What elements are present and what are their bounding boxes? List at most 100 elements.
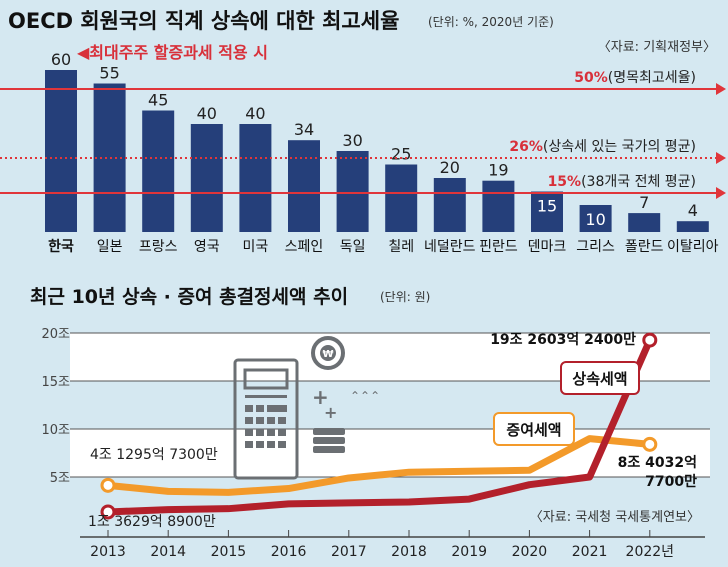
- series-endpoint: [642, 332, 658, 348]
- reference-pct: 15%: [548, 174, 582, 190]
- line-chart-source: 〈자료: 국세청 국세통계연보〉: [530, 510, 700, 525]
- gift-start-label: 4조 1295억 7300만: [90, 447, 218, 463]
- reference-text: (상속세 있는 국가의 평균): [543, 139, 696, 155]
- series-line-증여세액: [107, 435, 651, 496]
- inheritance-legend-box: [560, 361, 640, 395]
- bar-chart-title: OECD 회원국의 직계 상속에 대한 최고세율: [8, 9, 399, 33]
- category-label: 독일: [340, 239, 366, 255]
- gift-end-label-1: 8조 4032억: [618, 455, 697, 471]
- series-line-상속세액: [107, 338, 654, 516]
- bar-value-label: 40: [245, 104, 265, 123]
- arrow-right-icon: [716, 152, 726, 164]
- gift-series-name: 증여세액: [506, 421, 561, 439]
- category-label: 핀란드: [479, 239, 518, 255]
- category-label: 한국: [48, 239, 74, 255]
- gift-end-label-2: 7700만: [645, 474, 697, 490]
- y-tick-label: 15조: [41, 375, 70, 390]
- category-label: 일본: [97, 239, 123, 255]
- bar-스페인: [288, 140, 320, 232]
- bar-칠레: [385, 164, 418, 232]
- category-label: 미국: [243, 239, 269, 255]
- bar-그리스: [579, 205, 612, 232]
- x-tick-label: 2021: [572, 544, 608, 560]
- reference-text: (38개국 전체 평균): [581, 174, 696, 190]
- category-label: 칠레: [388, 239, 414, 255]
- bar-이탈리아: [676, 221, 709, 232]
- reference-pct: 26%: [509, 139, 543, 155]
- category-label: 영국: [194, 239, 220, 255]
- bar-핀란드: [482, 180, 515, 232]
- reference-pct: 50%: [574, 70, 608, 86]
- series-endpoint: [100, 477, 116, 493]
- x-tick-label: 2020: [512, 544, 548, 560]
- reference-label-26: 26%(상속세 있는 국가의 평균): [509, 139, 696, 155]
- bar-value-label: 55: [99, 64, 119, 83]
- y-tick-label: 5조: [50, 471, 70, 486]
- inheritance-series-name: 상속세액: [572, 370, 627, 388]
- arrow-right-icon: [716, 187, 726, 199]
- arrow-right-icon: [716, 83, 726, 95]
- x-tick-label: 2016: [271, 544, 307, 560]
- bar-value-label: 34: [294, 120, 314, 139]
- bar-한국: [45, 70, 77, 232]
- y-tick-label: 10조: [41, 423, 70, 438]
- bar-value-label: 25: [391, 145, 411, 164]
- series-endpoint: [100, 504, 116, 520]
- x-tick-label: 2015: [211, 544, 247, 560]
- reference-label-15: 15%(38개국 전체 평균): [548, 174, 696, 190]
- x-tick-label: 2017: [331, 544, 367, 560]
- series-endpoint: [642, 436, 658, 452]
- reference-lines: 50%(명목최고세율) 26%(상속세 있는 국가의 평균) 15%(38개국 전체…: [0, 70, 726, 199]
- plus-icon: +: [312, 385, 329, 409]
- category-label: 프랑스: [139, 239, 178, 255]
- category-label: 폴란드: [625, 239, 664, 255]
- x-axis: 2013 2014 2015 2016 2017 2018 2019 2020 2021 2022…: [80, 530, 705, 560]
- inheritance-start-label: 1조 3629억 8900만: [88, 514, 216, 530]
- bar-네덜란드: [433, 178, 466, 232]
- inheritance-end-label: 19조 2603억 2400만: [490, 332, 636, 348]
- svg-text:₩: ₩: [322, 349, 333, 360]
- calculator-icon: [233, 358, 299, 480]
- bar-value-label: 15: [537, 197, 557, 216]
- x-tick-label: 2018: [391, 544, 427, 560]
- surcharge-annotation: ◀최대주주 할증과세 적용 시: [77, 43, 268, 62]
- bar-value-label: 30: [342, 131, 362, 150]
- bar-value-label: 45: [148, 91, 168, 110]
- line-series-group: [100, 332, 658, 520]
- bar-chart-subtitle: (단위: %, 2020년 기준): [428, 15, 554, 29]
- category-label: 네덜란드: [424, 239, 476, 255]
- reference-label-50: 50%(명목최고세율): [574, 70, 696, 86]
- category-label: 이탈리아: [667, 239, 719, 255]
- bar-chart-source: 〈자료: 기획재정부〉: [598, 40, 716, 55]
- gift-legend-box: [493, 412, 575, 446]
- bar-폴란드: [628, 213, 661, 232]
- won-coin-icon: ₩: [311, 336, 345, 370]
- x-tick-label: 2014: [150, 544, 186, 560]
- bar-영국: [190, 124, 223, 232]
- x-tick-label: 2022년: [626, 544, 675, 560]
- line-chart-subtitle: (단위: 원): [380, 290, 430, 304]
- y-tick-label: 20조: [41, 327, 70, 342]
- x-tick-label: 2013: [90, 544, 126, 560]
- x-tick-label: 2019: [451, 544, 487, 560]
- plus-icon: +: [324, 403, 337, 422]
- line-chart-title: 최근 10년 상속 · 증여 총결정세액 추이: [30, 286, 348, 308]
- bar-덴마크: [531, 191, 563, 232]
- category-label: 덴마크: [528, 239, 567, 255]
- bar-value-label: 10: [585, 210, 605, 229]
- category-label: 스페인: [285, 239, 324, 255]
- up-arrows-icon: ⌃⌃⌃: [350, 389, 380, 403]
- reference-text: (명목최고세율): [608, 70, 696, 86]
- bar-value-label: 40: [197, 104, 217, 123]
- category-label: 그리스: [576, 239, 615, 255]
- bar-value-label: 7: [639, 193, 649, 212]
- bar-미국: [239, 124, 272, 232]
- bar-독일: [336, 151, 369, 232]
- bar-value-label: 4: [688, 201, 698, 220]
- bar-프랑스: [142, 110, 175, 232]
- bar-value-label: 19: [488, 161, 508, 180]
- bar-value-label: 60: [51, 50, 71, 69]
- bar-value-label: 20: [440, 158, 460, 177]
- bar-group: 60 한국 55 일본 45 프랑스 40 영국 40 미국 34 스페인 30 독일 25 칠레 20 네덜란드…: [45, 50, 719, 255]
